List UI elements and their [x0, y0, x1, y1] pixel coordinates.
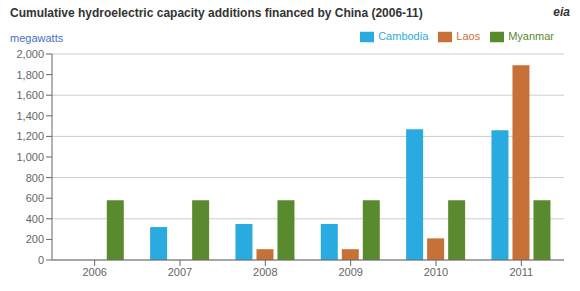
svg-text:1,400: 1,400 — [16, 110, 44, 122]
html-text:Laos: Laos — [456, 30, 481, 42]
svg-text:200: 200 — [26, 233, 44, 245]
svg-text:2009: 2009 — [338, 266, 362, 278]
svg-text:2008: 2008 — [253, 266, 277, 278]
svg-text:600: 600 — [26, 192, 44, 204]
html-text:Myanmar: Myanmar — [508, 30, 554, 42]
svg-text:0: 0 — [38, 254, 44, 266]
html-text:megawatts: megawatts — [10, 32, 64, 44]
html-text:Cumulative hydroelectric capac: Cumulative hydroelectric capacity additi… — [10, 6, 423, 20]
html-text:Cambodia: Cambodia — [378, 30, 429, 42]
svg-text:2,000: 2,000 — [16, 48, 44, 60]
svg-text:400: 400 — [26, 213, 44, 225]
svg-text:1,800: 1,800 — [16, 69, 44, 81]
svg-text:2011: 2011 — [510, 266, 534, 278]
svg-text:1,000: 1,000 — [16, 151, 44, 163]
svg-text:1,600: 1,600 — [16, 89, 44, 101]
html-text:eia: eia — [553, 5, 570, 19]
svg-text:2006: 2006 — [82, 266, 106, 278]
svg-text:2010: 2010 — [424, 266, 448, 278]
svg-text:2007: 2007 — [168, 266, 192, 278]
svg-text:1,200: 1,200 — [16, 130, 44, 142]
svg-text:800: 800 — [26, 172, 44, 184]
